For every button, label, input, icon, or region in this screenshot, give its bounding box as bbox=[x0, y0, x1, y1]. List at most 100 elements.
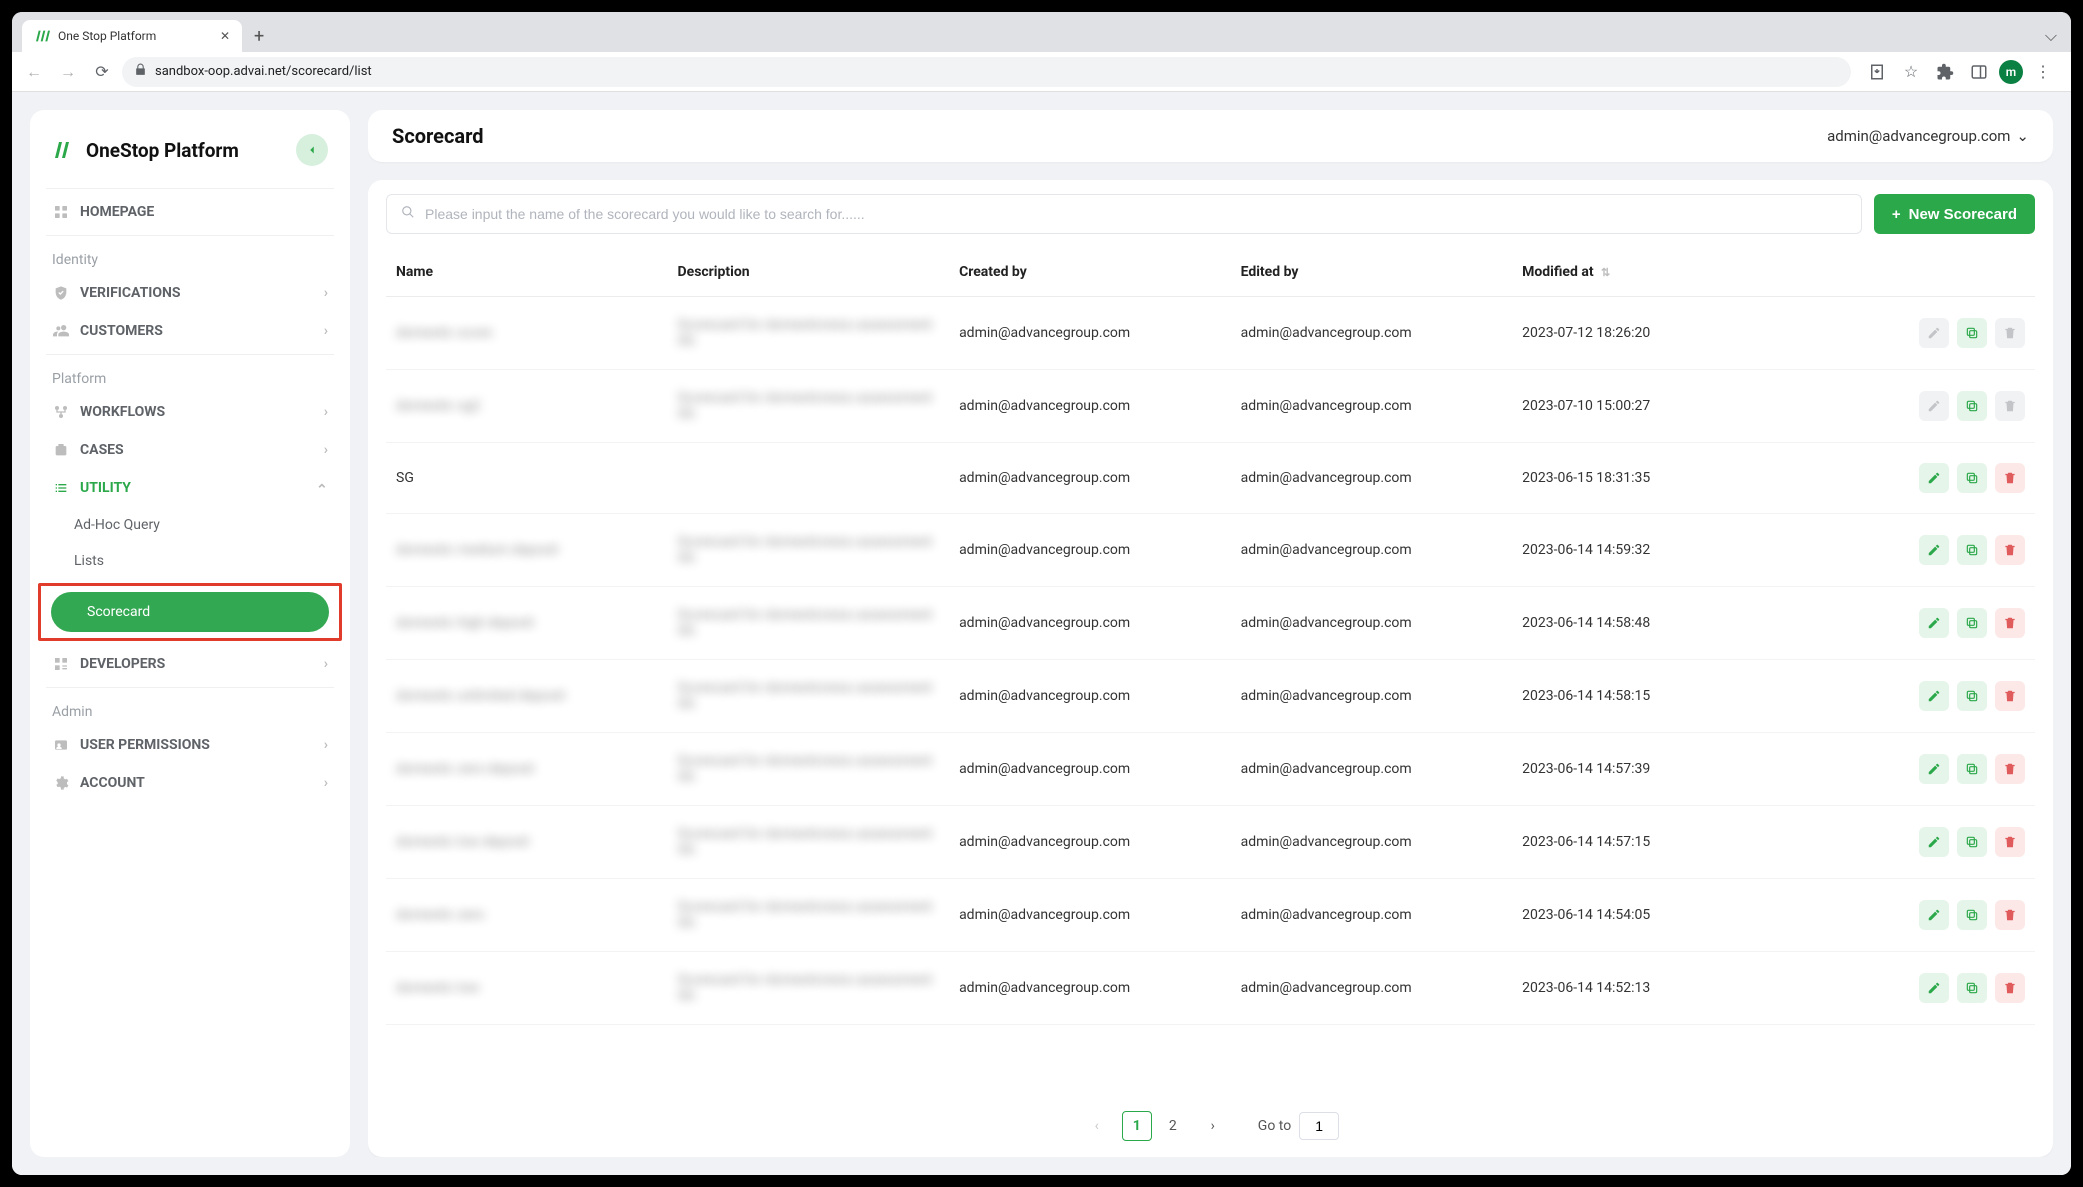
bookmark-star-icon[interactable]: ☆ bbox=[1897, 58, 1925, 86]
workflow-icon bbox=[52, 403, 70, 421]
delete-button[interactable] bbox=[1995, 973, 2025, 1003]
sidebar-collapse-button[interactable] bbox=[296, 134, 328, 166]
cell-actions bbox=[1794, 297, 2035, 370]
copy-button[interactable] bbox=[1957, 973, 1987, 1003]
extensions-icon[interactable] bbox=[1931, 58, 1959, 86]
copy-button[interactable] bbox=[1957, 827, 1987, 857]
cell-description: Scorecard for domesticness assessment SG bbox=[668, 660, 950, 733]
tab-close-icon[interactable]: ✕ bbox=[220, 29, 230, 43]
nav-cases-label: CASES bbox=[80, 442, 124, 458]
tab-favicon-icon bbox=[34, 28, 50, 44]
cell-name: domestic sg2 bbox=[386, 370, 668, 443]
nav-workflows[interactable]: WORKFLOWS › bbox=[30, 393, 350, 431]
nav-account[interactable]: ACCOUNT › bbox=[30, 764, 350, 802]
nav-utility-label: UTILITY bbox=[80, 480, 131, 496]
edit-button[interactable] bbox=[1919, 754, 1949, 784]
edit-button[interactable] bbox=[1919, 827, 1949, 857]
cell-description: Scorecard for domesticness assessment SG bbox=[668, 587, 950, 660]
nav-customers[interactable]: CUSTOMERS › bbox=[30, 312, 350, 350]
page-prev-button[interactable]: ‹ bbox=[1082, 1111, 1112, 1141]
cell-modified-at: 2023-06-14 14:54:05 bbox=[1512, 879, 1794, 952]
delete-button[interactable] bbox=[1995, 681, 2025, 711]
nav-verifications[interactable]: VERIFICATIONS › bbox=[30, 274, 350, 312]
sort-icon: ⇅ bbox=[1601, 266, 1610, 279]
copy-icon bbox=[1965, 399, 1979, 413]
delete-button[interactable] bbox=[1995, 900, 2025, 930]
edit-button[interactable] bbox=[1919, 681, 1949, 711]
edit-button[interactable] bbox=[1919, 463, 1949, 493]
copy-button[interactable] bbox=[1957, 391, 1987, 421]
edit-button[interactable] bbox=[1919, 900, 1949, 930]
nav-homepage[interactable]: HOMEPAGE bbox=[30, 193, 350, 231]
page-number-button[interactable]: 1 bbox=[1122, 1111, 1152, 1141]
cell-created-by: admin@advancegroup.com bbox=[949, 587, 1231, 660]
cell-description: Scorecard for domesticness assessment SG bbox=[668, 879, 950, 952]
edit-button bbox=[1919, 391, 1949, 421]
profile-avatar[interactable]: m bbox=[1999, 60, 2023, 84]
cell-name: domestic zero bbox=[386, 879, 668, 952]
search-input[interactable] bbox=[425, 206, 1847, 222]
cell-name: domestic score bbox=[386, 297, 668, 370]
edit-button[interactable] bbox=[1919, 973, 1949, 1003]
goto-input[interactable] bbox=[1299, 1112, 1339, 1140]
kebab-menu-icon[interactable]: ⋮ bbox=[2029, 58, 2057, 86]
delete-button[interactable] bbox=[1995, 754, 2025, 784]
sub-adhoc-query[interactable]: Ad-Hoc Query bbox=[30, 507, 350, 543]
browser-tab-strip: One Stop Platform ✕ + ⌵ bbox=[12, 12, 2071, 52]
side-panel-icon[interactable] bbox=[1965, 58, 1993, 86]
table-row: domestic lowScorecard for domesticness a… bbox=[386, 952, 2035, 1025]
sub-scorecard[interactable]: Scorecard bbox=[51, 592, 329, 632]
nav-user-permissions[interactable]: USER PERMISSIONS › bbox=[30, 726, 350, 764]
sub-lists[interactable]: Lists bbox=[30, 543, 350, 579]
chevron-right-icon: › bbox=[324, 737, 328, 753]
new-scorecard-button[interactable]: + New Scorecard bbox=[1874, 194, 2035, 234]
nav-forward-icon[interactable]: → bbox=[54, 58, 82, 86]
copy-button[interactable] bbox=[1957, 535, 1987, 565]
nav-cases[interactable]: CASES › bbox=[30, 431, 350, 469]
delete-button[interactable] bbox=[1995, 535, 2025, 565]
edit-button[interactable] bbox=[1919, 535, 1949, 565]
col-modified-at[interactable]: Modified at ⇅ bbox=[1512, 248, 1794, 297]
col-edited-by: Edited by bbox=[1231, 248, 1513, 297]
user-menu[interactable]: admin@advancegroup.com ⌄ bbox=[1827, 127, 2029, 145]
page-next-button[interactable]: › bbox=[1198, 1111, 1228, 1141]
url-field[interactable]: sandbox-oop.advai.net/scorecard/list bbox=[122, 57, 1851, 87]
table-row: domestic low depositScorecard for domest… bbox=[386, 806, 2035, 879]
browser-tab[interactable]: One Stop Platform ✕ bbox=[22, 20, 242, 52]
cell-created-by: admin@advancegroup.com bbox=[949, 660, 1231, 733]
copy-button[interactable] bbox=[1957, 463, 1987, 493]
cell-edited-by: admin@advancegroup.com bbox=[1231, 297, 1513, 370]
delete-button[interactable] bbox=[1995, 827, 2025, 857]
nav-back-icon[interactable]: ← bbox=[20, 58, 48, 86]
copy-button[interactable] bbox=[1957, 681, 1987, 711]
edit-icon bbox=[1927, 689, 1941, 703]
new-tab-button[interactable]: + bbox=[242, 20, 276, 52]
tabbar-chevron-icon[interactable]: ⌵ bbox=[2031, 20, 2071, 52]
cell-created-by: admin@advancegroup.com bbox=[949, 733, 1231, 806]
copy-button[interactable] bbox=[1957, 900, 1987, 930]
delete-button bbox=[1995, 318, 2025, 348]
table-row: domestic zero depositScorecard for domes… bbox=[386, 733, 2035, 806]
cell-modified-at: 2023-06-15 18:31:35 bbox=[1512, 443, 1794, 514]
copy-icon bbox=[1965, 471, 1979, 485]
edit-button[interactable] bbox=[1919, 608, 1949, 638]
copy-button[interactable] bbox=[1957, 754, 1987, 784]
col-actions bbox=[1794, 248, 2035, 297]
delete-button[interactable] bbox=[1995, 463, 2025, 493]
search-box[interactable] bbox=[386, 194, 1862, 234]
nav-reload-icon[interactable]: ⟳ bbox=[88, 58, 116, 86]
goto-label: Go to bbox=[1258, 1118, 1291, 1134]
chevron-right-icon: › bbox=[324, 404, 328, 420]
page-number-button[interactable]: 2 bbox=[1158, 1111, 1188, 1141]
browser-url-bar: ← → ⟳ sandbox-oop.advai.net/scorecard/li… bbox=[12, 52, 2071, 92]
nav-developers[interactable]: DEVELOPERS › bbox=[30, 645, 350, 683]
section-identity: Identity bbox=[30, 240, 350, 274]
copy-button[interactable] bbox=[1957, 318, 1987, 348]
lock-icon bbox=[134, 63, 147, 80]
cell-name: SG bbox=[386, 443, 668, 514]
copy-button[interactable] bbox=[1957, 608, 1987, 638]
install-app-icon[interactable] bbox=[1863, 58, 1891, 86]
delete-button[interactable] bbox=[1995, 608, 2025, 638]
nav-utility[interactable]: UTILITY ⌄ bbox=[30, 469, 350, 507]
table-row: domestic zeroScorecard for domesticness … bbox=[386, 879, 2035, 952]
